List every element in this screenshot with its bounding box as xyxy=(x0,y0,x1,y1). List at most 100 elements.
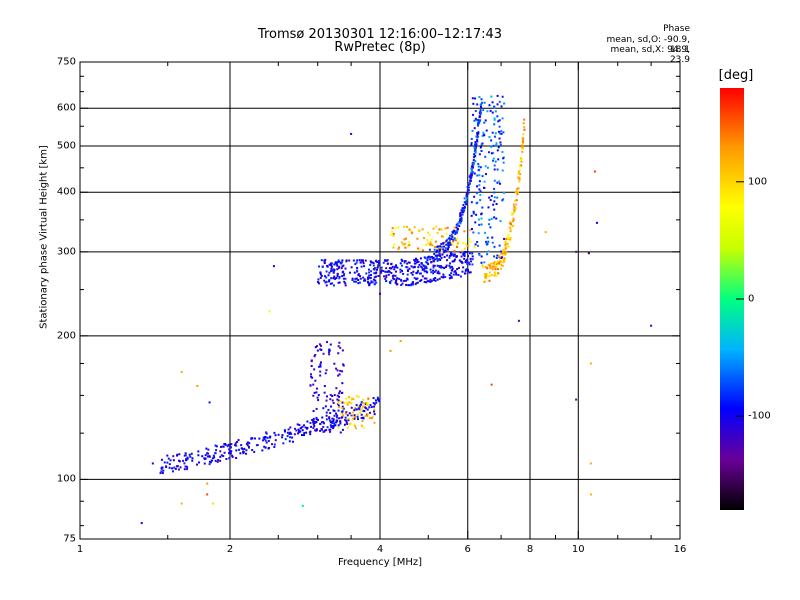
data-point xyxy=(472,102,475,105)
data-point xyxy=(314,420,317,423)
data-point xyxy=(445,264,448,267)
data-point xyxy=(468,237,471,240)
data-point xyxy=(211,457,214,460)
data-point xyxy=(337,281,340,284)
data-point xyxy=(463,257,466,260)
data-point xyxy=(470,142,473,145)
data-point xyxy=(455,273,458,276)
data-point xyxy=(477,121,480,124)
data-point xyxy=(360,407,363,410)
data-point xyxy=(453,249,456,252)
data-point xyxy=(475,135,478,138)
data-point xyxy=(465,250,468,253)
data-point xyxy=(480,149,483,152)
data-point xyxy=(496,94,499,97)
data-point xyxy=(470,201,473,204)
data-point xyxy=(357,282,360,285)
data-point xyxy=(337,426,340,429)
data-point xyxy=(206,493,209,496)
data-point xyxy=(274,439,277,442)
data-point xyxy=(171,467,174,470)
data-point xyxy=(503,260,506,263)
data-point xyxy=(319,422,322,425)
data-point xyxy=(356,415,359,418)
data-point xyxy=(425,265,428,268)
data-point xyxy=(414,262,417,265)
data-point xyxy=(341,401,344,404)
data-point xyxy=(356,270,359,273)
data-point xyxy=(375,281,378,284)
data-point xyxy=(390,279,393,282)
data-point xyxy=(245,449,248,452)
data-point xyxy=(335,263,338,266)
data-point xyxy=(469,240,472,243)
data-point xyxy=(368,416,371,419)
data-point xyxy=(245,452,248,455)
data-point xyxy=(500,105,503,108)
data-point xyxy=(448,237,451,240)
data-point xyxy=(372,397,375,400)
data-point xyxy=(650,324,653,327)
data-point xyxy=(429,241,432,244)
data-point xyxy=(312,423,315,426)
data-point xyxy=(491,236,494,239)
data-point xyxy=(470,143,473,146)
data-point xyxy=(413,258,416,261)
data-point xyxy=(344,419,347,422)
data-point xyxy=(434,258,437,261)
data-point xyxy=(481,101,484,104)
data-point xyxy=(502,161,505,164)
data-point xyxy=(273,443,276,446)
data-point xyxy=(337,404,340,407)
data-point xyxy=(493,271,496,274)
data-point xyxy=(447,243,450,246)
data-point xyxy=(400,284,403,287)
data-point xyxy=(518,177,521,180)
data-point xyxy=(283,429,286,432)
data-point xyxy=(401,282,404,285)
data-point xyxy=(340,267,343,270)
data-point xyxy=(406,262,409,265)
data-point xyxy=(415,272,418,275)
data-point xyxy=(393,243,396,246)
data-point xyxy=(430,261,433,264)
data-point xyxy=(420,279,423,282)
data-point xyxy=(362,426,365,429)
data-point xyxy=(245,442,248,445)
data-point xyxy=(399,340,402,343)
data-point xyxy=(386,270,389,273)
data-point xyxy=(429,278,432,281)
data-point xyxy=(479,166,482,169)
data-point xyxy=(316,349,319,352)
data-point xyxy=(468,271,471,274)
data-point xyxy=(496,115,499,118)
data-point xyxy=(433,270,436,273)
data-point xyxy=(348,396,351,399)
data-point xyxy=(214,459,217,462)
data-point xyxy=(301,425,304,428)
data-point xyxy=(501,249,504,252)
data-point xyxy=(469,177,472,180)
data-point xyxy=(503,237,506,240)
data-point xyxy=(360,413,363,416)
data-point xyxy=(439,248,442,251)
data-point xyxy=(413,226,416,229)
data-point xyxy=(474,243,477,246)
data-point xyxy=(469,179,472,182)
data-point xyxy=(341,271,344,274)
data-point xyxy=(501,261,504,264)
data-point xyxy=(522,141,525,144)
data-point xyxy=(212,502,215,505)
data-point xyxy=(506,242,509,245)
data-point xyxy=(250,437,253,440)
data-point xyxy=(440,235,443,238)
data-point xyxy=(401,259,404,262)
data-point xyxy=(489,267,492,270)
data-point xyxy=(378,398,381,401)
data-point xyxy=(493,123,496,126)
data-point xyxy=(480,255,483,258)
data-point xyxy=(404,242,407,245)
data-point xyxy=(310,359,313,362)
data-point xyxy=(486,267,489,270)
